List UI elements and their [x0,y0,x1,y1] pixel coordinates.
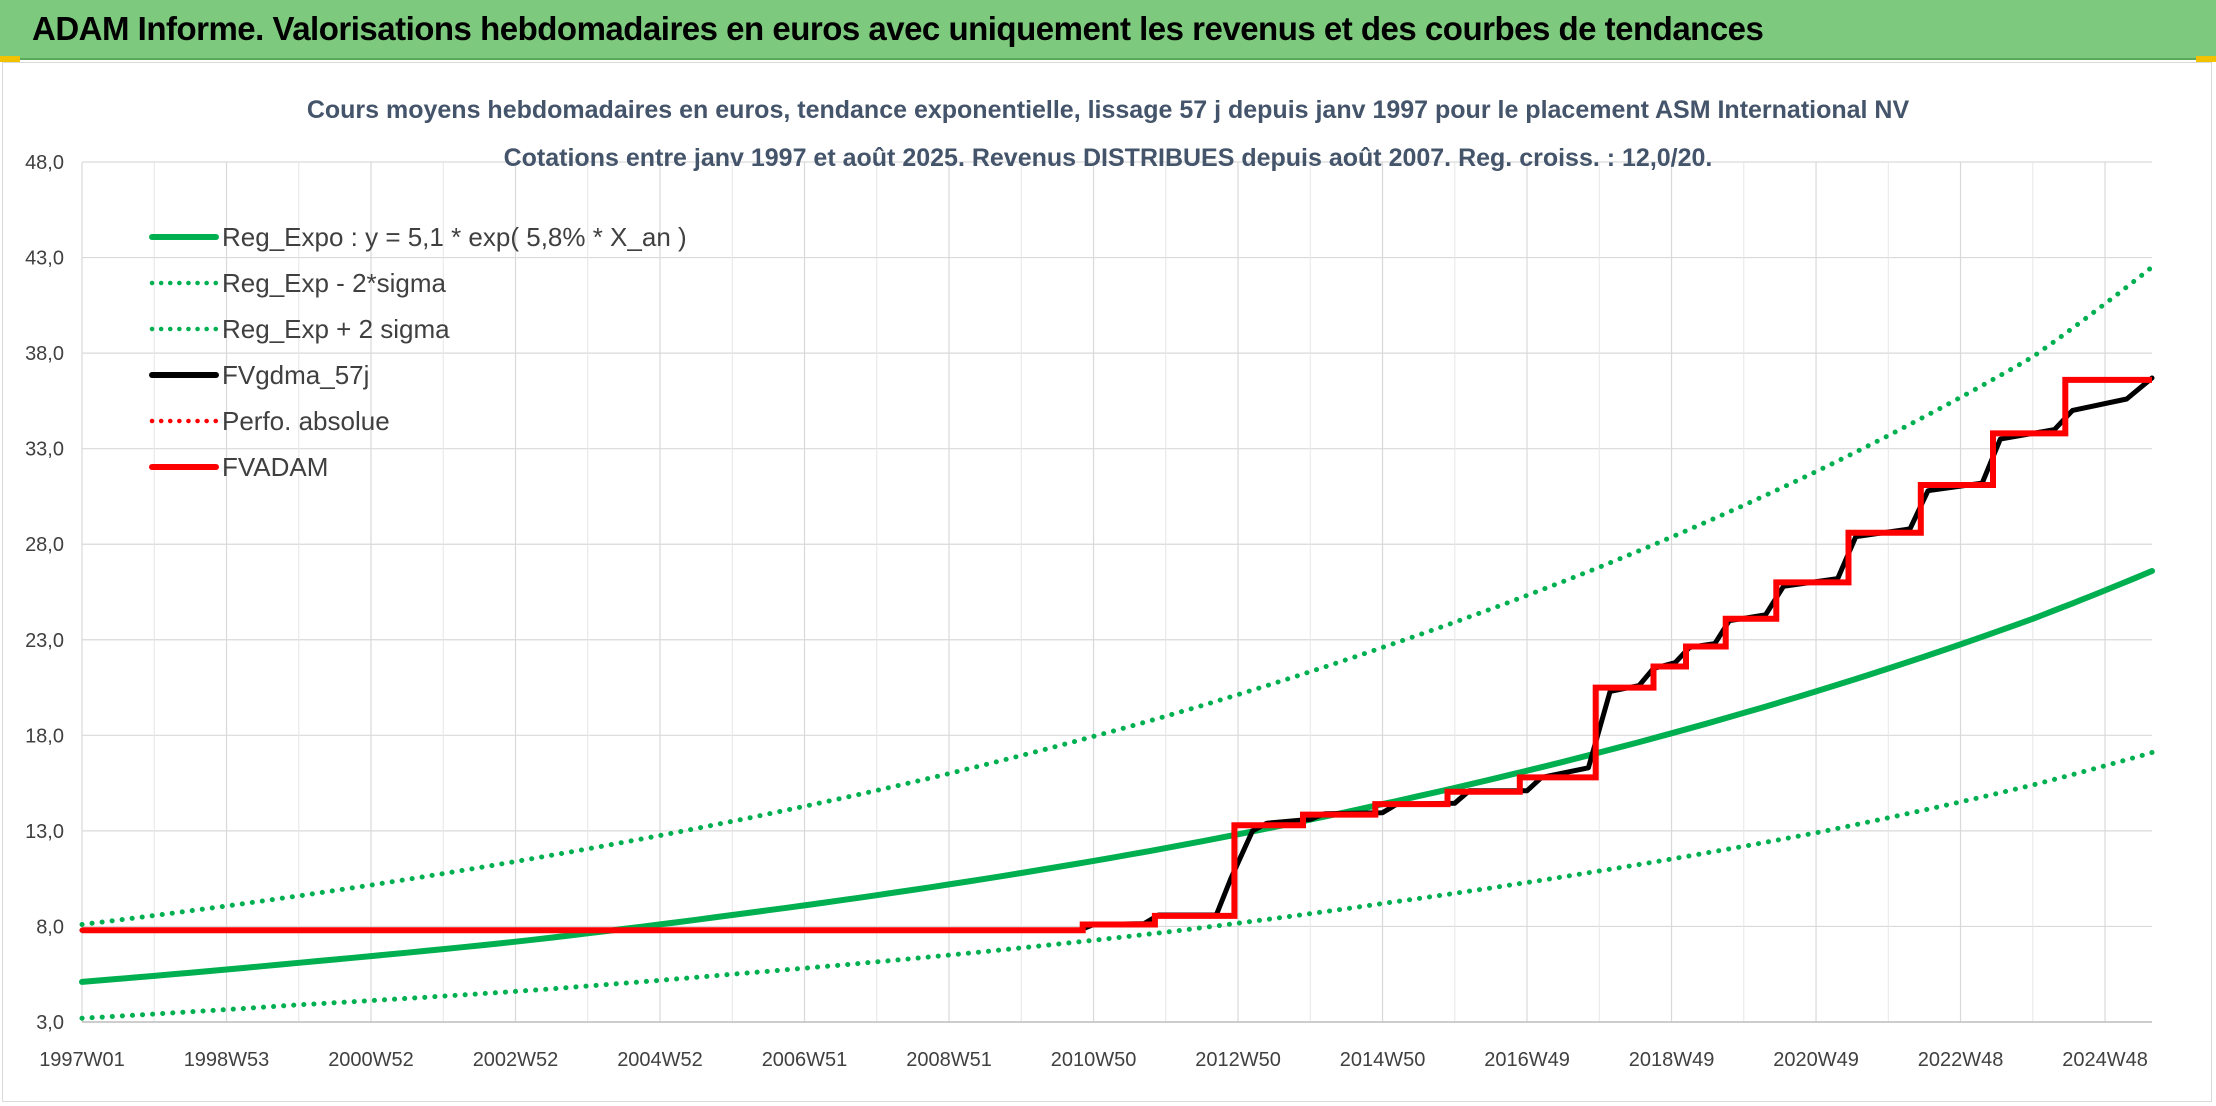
x-tick-label: 2008W51 [906,1049,992,1071]
x-tick-label: 2016W49 [1484,1049,1570,1071]
x-tick-label: 2024W48 [2062,1049,2148,1071]
x-tick-label: 2004W52 [617,1049,703,1071]
y-tick-label: 38,0 [25,343,64,365]
x-tick-label: 2012W50 [1195,1049,1281,1071]
y-tick-label: 18,0 [25,725,64,747]
grid-layer [81,161,2152,1023]
y-tick-label: 28,0 [25,534,64,556]
legend-label-1: Reg_Exp - 2*sigma [222,268,447,298]
series-line-5 [82,376,2152,934]
chart-frame [2,62,2212,1102]
legend: Reg_Expo : y = 5,1 * exp( 5,8% * X_an ) R… [149,222,687,482]
x-tick-label: 2014W50 [1340,1049,1426,1071]
x-tick-label: 1998W53 [184,1049,270,1071]
legend-label-3: FVgdma_57j [222,360,369,390]
y-tick-label: 3,0 [36,1012,64,1034]
y-tick-label: 8,0 [36,916,64,938]
axis-layer: 3,0 8,0 13,0 18,0 23,0 28,0 33,0 38,0 43,0 48,0 19… [25,152,2152,1071]
legend-label-0: Reg_Expo : y = 5,1 * exp( 5,8% * X_an ) [222,222,687,252]
y-tick-label: 23,0 [25,630,64,652]
series-line-3 [79,375,2155,933]
x-tick-label: 1997W01 [39,1049,125,1071]
legend-label-5: FVADAM [222,452,328,482]
y-tick-label: 13,0 [25,821,64,843]
series-line-2 [79,264,2155,927]
y-tick-label: 43,0 [25,248,64,270]
legend-label-2: Reg_Exp + 2 sigma [222,314,450,344]
corner-mark-left [0,56,20,62]
chart-title: Cours moyens hebdomadaires en euros, ten… [307,96,1910,124]
x-tick-label: 2000W52 [328,1049,414,1071]
corner-mark-right [2196,56,2216,62]
series-line-1 [79,750,2155,1021]
series-line-4 [79,377,2155,933]
y-tick-label: 33,0 [25,439,64,461]
y-tick-label: 48,0 [25,152,64,174]
header-bar: ADAM Informe. Valorisations hebdomadaire… [0,0,2216,60]
x-tick-label: 2018W49 [1629,1049,1715,1071]
x-tick-label: 2010W50 [1051,1049,1137,1071]
x-tick-label: 2006W51 [762,1049,848,1071]
page-title: ADAM Informe. Valorisations hebdomadaire… [32,10,1764,47]
x-tick-label: 2022W48 [1918,1049,2004,1071]
series-line-0 [79,568,2155,985]
chart-subtitle: Cotations entre janv 1997 et août 2025. … [504,144,1713,172]
legend-label-4: Perfo. absolue [222,406,390,436]
x-tick-label: 2020W49 [1773,1049,1859,1071]
x-tick-label: 2002W52 [473,1049,559,1071]
series-layer [79,264,2155,1021]
